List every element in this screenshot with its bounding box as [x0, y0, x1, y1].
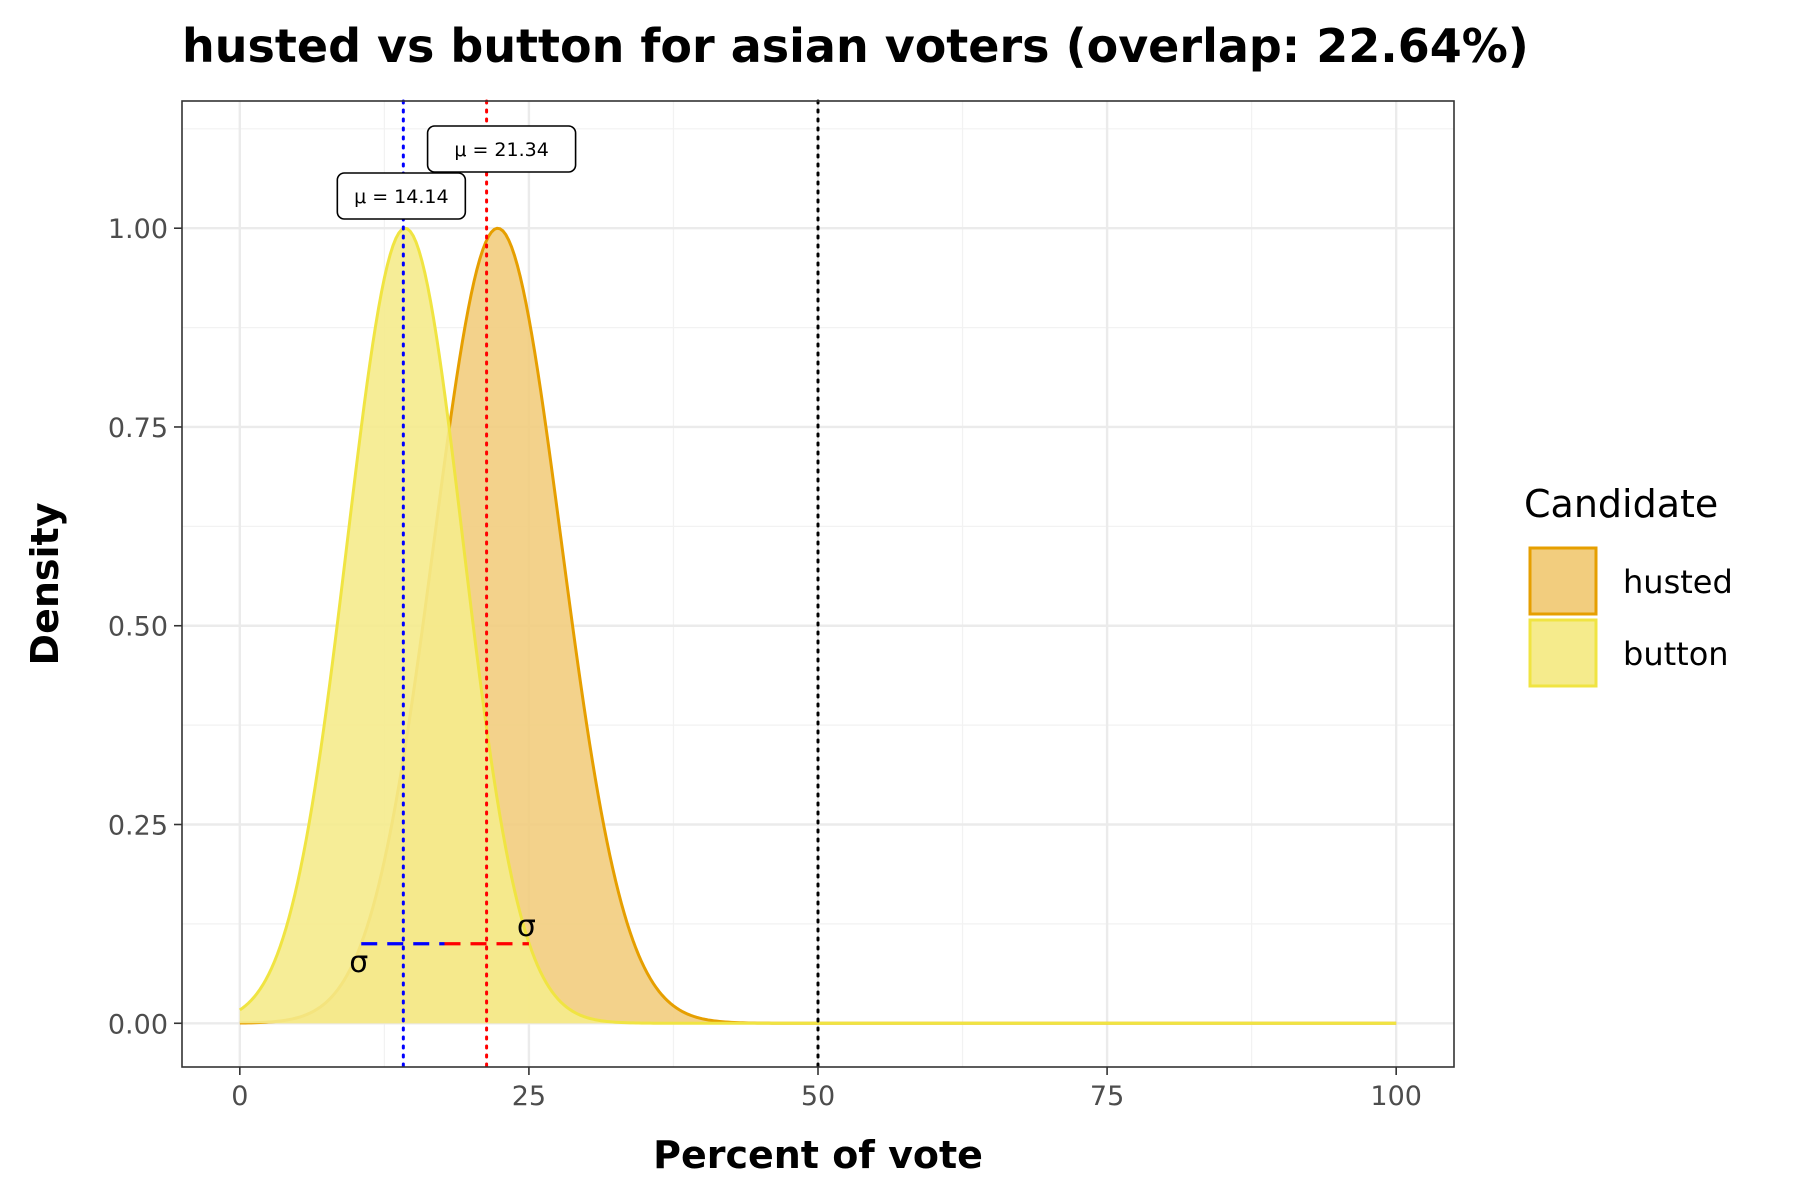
legend-key-husted: [1528, 546, 1598, 616]
legend-label-husted: husted: [1623, 563, 1733, 601]
y-tick-label: 0.00: [108, 1009, 168, 1040]
x-tick-label: 50: [801, 1081, 835, 1112]
sigma-layer: σσ: [349, 909, 536, 980]
mean-label-box-button: [336, 172, 467, 220]
legend-title: Candidate: [1524, 482, 1718, 526]
x-tick-label: 75: [1090, 1081, 1124, 1112]
x-tick-label: 100: [1370, 1081, 1422, 1112]
plot-panel: σσ μ = 14.14μ = 21.34: [181, 99, 1455, 1069]
y-axis-label: Density: [23, 502, 67, 665]
mean-label-box-husted: [426, 125, 577, 173]
y-tick-label: 1.00: [108, 214, 168, 245]
x-axis-label: Percent of vote: [653, 1133, 983, 1177]
y-axis: 0.00 0.25 0.50 0.75 1.00: [108, 214, 182, 1040]
legend-key-button: [1528, 618, 1598, 688]
density-area-button: [239, 228, 1397, 1024]
density-line-button: [238, 226, 1397, 1025]
sigma-label-button: σ: [349, 945, 368, 980]
y-tick-label: 0.50: [108, 612, 168, 643]
density-area-husted: [239, 228, 1397, 1024]
legend-items: husted button: [1528, 546, 1733, 688]
legend-label-button: button: [1623, 635, 1729, 673]
annotation-layer: μ = 14.14 μ = 21.34: [336, 125, 577, 220]
y-tick-label: 0.75: [108, 413, 168, 444]
area-layer: [238, 226, 1397, 1025]
x-tick-label: 0: [231, 1081, 248, 1112]
chart-title: husted vs button for asian voters (overl…: [182, 19, 1529, 73]
mean-label-button: μ = 14.14: [354, 186, 448, 208]
line-layer: [401, 99, 820, 1069]
x-tick-label: 25: [512, 1081, 546, 1112]
mean-label-husted: μ = 21.34: [454, 139, 548, 161]
y-tick-label: 0.25: [108, 811, 168, 842]
x-axis: 0 25 50 75 100: [231, 1067, 1422, 1112]
legend: Candidate husted button: [1524, 482, 1733, 688]
sigma-label-husted: σ: [517, 909, 536, 944]
